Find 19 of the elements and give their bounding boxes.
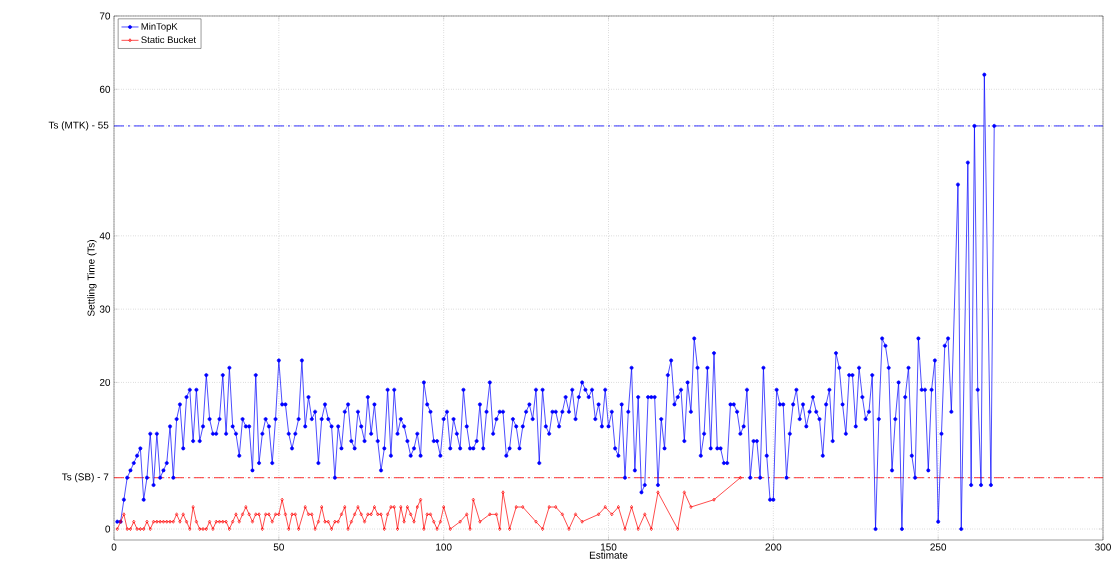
y-tick-label: 60	[99, 85, 111, 93]
ref-line-label: Ts (SB) - 7	[61, 473, 109, 483]
y-tick-label: 70	[99, 12, 111, 20]
x-tick-label: 200	[765, 543, 782, 551]
y-tick-label: 30	[99, 305, 111, 313]
x-axis-title: Estimate	[589, 551, 628, 559]
x-tick-label: 0	[111, 543, 117, 551]
x-tick-label: 300	[1095, 543, 1111, 551]
legend-label: MinTopK	[141, 22, 178, 32]
y-tick-label: 0	[105, 525, 111, 533]
y-tick-label: 40	[99, 232, 111, 240]
x-tick-label: 100	[436, 543, 452, 551]
x-tick-label: 50	[273, 543, 284, 551]
y-axis-title: Settling Time (Ts)	[87, 240, 97, 317]
ref-line-label: Ts (MTK) - 55	[48, 121, 109, 131]
legend-label: Static Bucket	[141, 36, 196, 44]
x-tick-label: 150	[600, 543, 617, 551]
x-tick-label: 250	[930, 543, 947, 551]
y-tick-label: 20	[99, 378, 111, 386]
